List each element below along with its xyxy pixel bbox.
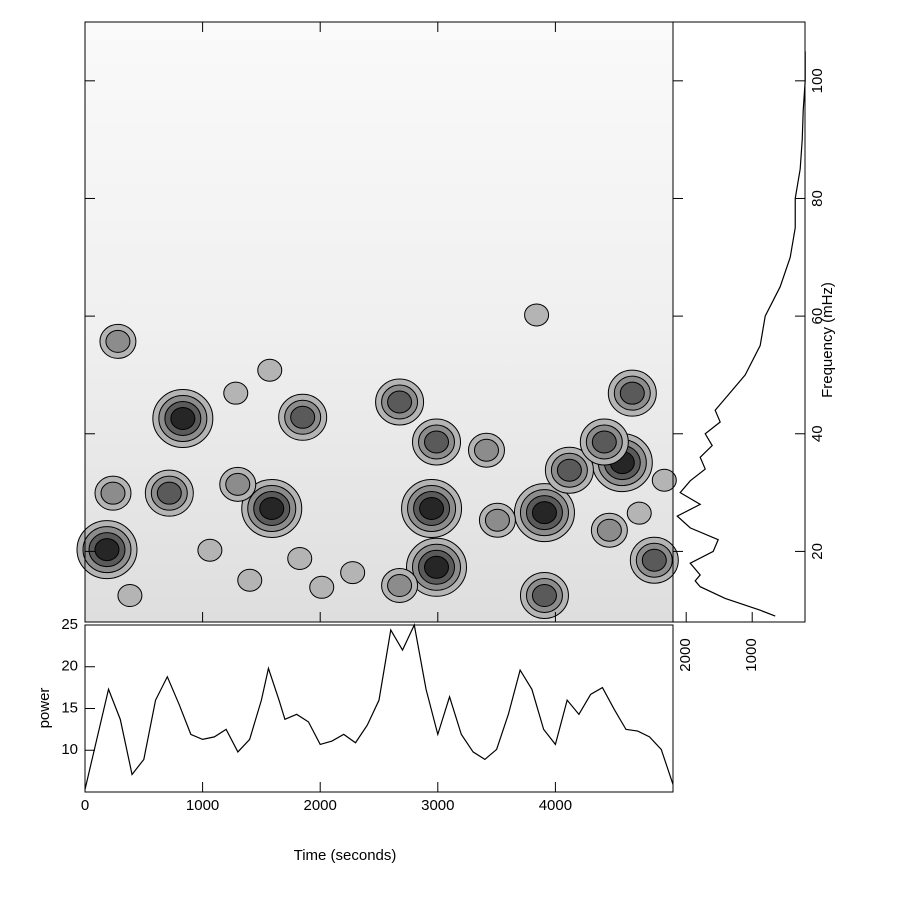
contour-blob xyxy=(237,568,263,592)
x-tick-label: 1000 xyxy=(743,638,760,671)
contour-blob xyxy=(626,501,652,525)
x-axis-label: Time (seconds) xyxy=(294,847,397,864)
x-tick-label: 3000 xyxy=(421,797,454,814)
contour-blob xyxy=(105,329,131,353)
contour-blob xyxy=(340,561,366,585)
contour-blob xyxy=(556,458,582,482)
contour-blob xyxy=(197,538,223,562)
contour-blob xyxy=(524,303,550,327)
x-tick-label: 1000 xyxy=(186,797,219,814)
contour-blob xyxy=(531,584,557,608)
y-tick-label: 60 xyxy=(809,308,826,325)
y-tick-label: 80 xyxy=(809,190,826,207)
x-tick-label: 2000 xyxy=(304,797,337,814)
contour-blob xyxy=(424,555,450,579)
contour-blob xyxy=(531,501,557,525)
profile-frame xyxy=(672,21,806,623)
x-tick-label: 4000 xyxy=(539,797,572,814)
contour-blob xyxy=(257,358,283,382)
power-line xyxy=(84,623,674,790)
profile-line xyxy=(676,51,806,617)
y-tick-label: 15 xyxy=(61,699,78,716)
y-tick-label: 25 xyxy=(61,616,78,633)
contour-blob xyxy=(484,508,510,532)
frequency-axis-label: Frequency (mHz) xyxy=(819,282,836,398)
contour-blob xyxy=(309,575,335,599)
plot-layer xyxy=(76,303,679,620)
y-tick-label: 40 xyxy=(809,425,826,442)
contour-blob xyxy=(287,546,313,570)
contour-blob xyxy=(424,430,450,454)
contour-blob xyxy=(100,481,126,505)
power-frame xyxy=(84,624,674,793)
y-tick-label: 10 xyxy=(61,741,78,758)
contour-blob xyxy=(641,548,667,572)
contour-blob xyxy=(223,381,249,405)
y-axis-label: power xyxy=(36,688,53,729)
contour-blob xyxy=(651,468,677,492)
x-tick-label: 2000 xyxy=(677,638,694,671)
contour-blob xyxy=(290,405,316,429)
contour-blob xyxy=(259,496,285,520)
y-tick-label: 100 xyxy=(809,68,826,93)
contour-blob xyxy=(156,481,182,505)
y-tick-label: 20 xyxy=(809,543,826,560)
contour-blob xyxy=(225,472,251,496)
contour-blob xyxy=(387,390,413,414)
x-tick-label: 0 xyxy=(81,797,89,814)
contour-blob xyxy=(419,496,445,520)
spectrum-background xyxy=(85,22,673,622)
y-tick-label: 20 xyxy=(61,658,78,675)
contour-blob xyxy=(94,538,120,562)
contour-blob xyxy=(596,518,622,542)
contour-blob xyxy=(619,381,645,405)
contour-blob xyxy=(170,406,196,430)
contour-blob xyxy=(591,430,617,454)
contour-blob xyxy=(117,584,143,608)
contour-blob xyxy=(473,438,499,462)
contour-blob xyxy=(387,574,413,598)
